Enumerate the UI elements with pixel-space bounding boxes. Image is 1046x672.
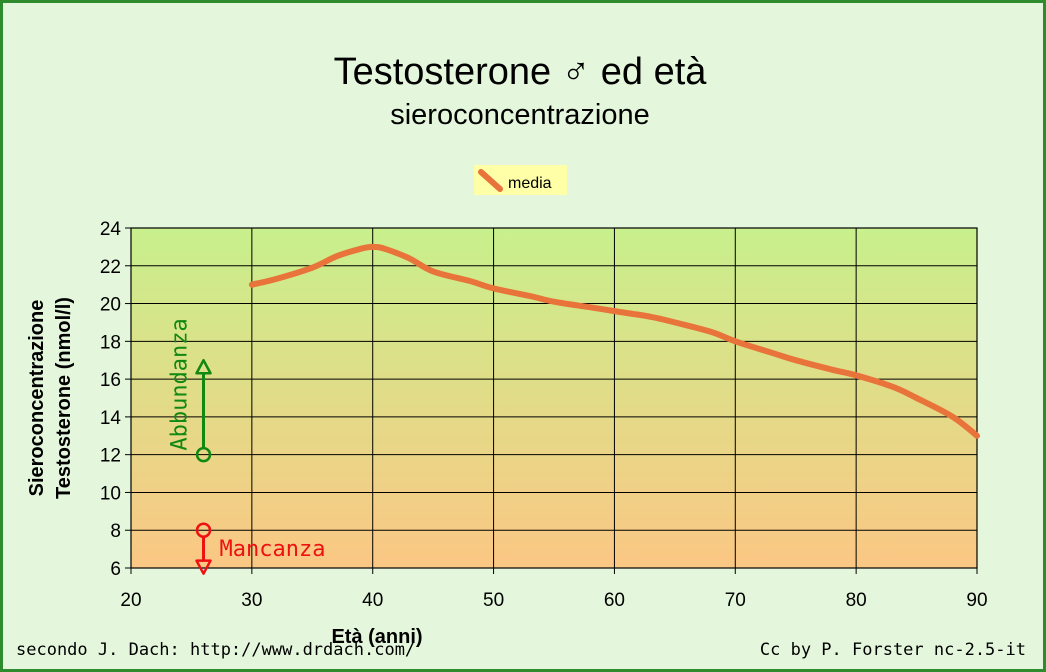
- annotation-arrowhead: [195, 559, 212, 575]
- x-tick-label: 20: [120, 590, 141, 611]
- x-tick-label: 50: [483, 590, 504, 611]
- legend-label-media: media: [508, 175, 552, 192]
- x-axis-label: Età (anni): [331, 626, 422, 648]
- annotation-label-mancanza: Mancanza: [220, 537, 326, 562]
- y-axis-label-line1: Sieroconcentrazione: [26, 300, 48, 497]
- x-tick-label: 90: [966, 590, 987, 611]
- license-credit: Cc by P. Forster nc-2.5-it: [760, 640, 1026, 660]
- y-tick-label: 12: [100, 446, 121, 467]
- y-tick-label: 6: [110, 559, 121, 580]
- y-tick-label: 24: [100, 219, 122, 240]
- annotation-marker: [195, 446, 212, 463]
- annotations: Abbundanza Mancanza: [168, 318, 326, 575]
- x-tick-label: 80: [846, 590, 867, 611]
- plot-border: [130, 227, 978, 569]
- x-tick-label: 30: [241, 590, 262, 611]
- annotation-label-abbundanza: Abbundanza: [168, 318, 193, 450]
- y-axis-label-line2: Testosterone (nmol/l): [53, 297, 75, 499]
- legend-swatch-media: [478, 169, 503, 192]
- y-tick-label: 8: [110, 521, 121, 542]
- y-tick-label: 10: [100, 483, 121, 504]
- y-tick-label: 16: [100, 370, 121, 391]
- y-tick-label: 20: [100, 295, 121, 316]
- y-tick-label: 14: [100, 408, 122, 429]
- tick-labels: 6 8 10 12 14 16 18 20 22 24 20 30 40 50 60 70 80 90: [100, 219, 988, 611]
- annotation-marker: [195, 522, 212, 538]
- source-credit: secondo J. Dach: http://www.drdach.com/: [16, 640, 415, 660]
- chart-title: Testosterone ♂ ed età: [334, 51, 708, 93]
- annotation-arrowhead: [195, 358, 212, 375]
- legend: media: [474, 165, 567, 195]
- series-layer: [248, 243, 980, 439]
- y-tick-label: 18: [100, 332, 121, 353]
- x-tick-label: 70: [725, 590, 746, 611]
- chart-subtitle: sieroconcentrazione: [390, 99, 650, 131]
- series-line-media: [248, 243, 980, 439]
- x-tick-label: 60: [604, 590, 625, 611]
- x-tick-label: 40: [362, 590, 383, 611]
- plot-area: [131, 228, 977, 568]
- y-tick-label: 22: [100, 257, 121, 278]
